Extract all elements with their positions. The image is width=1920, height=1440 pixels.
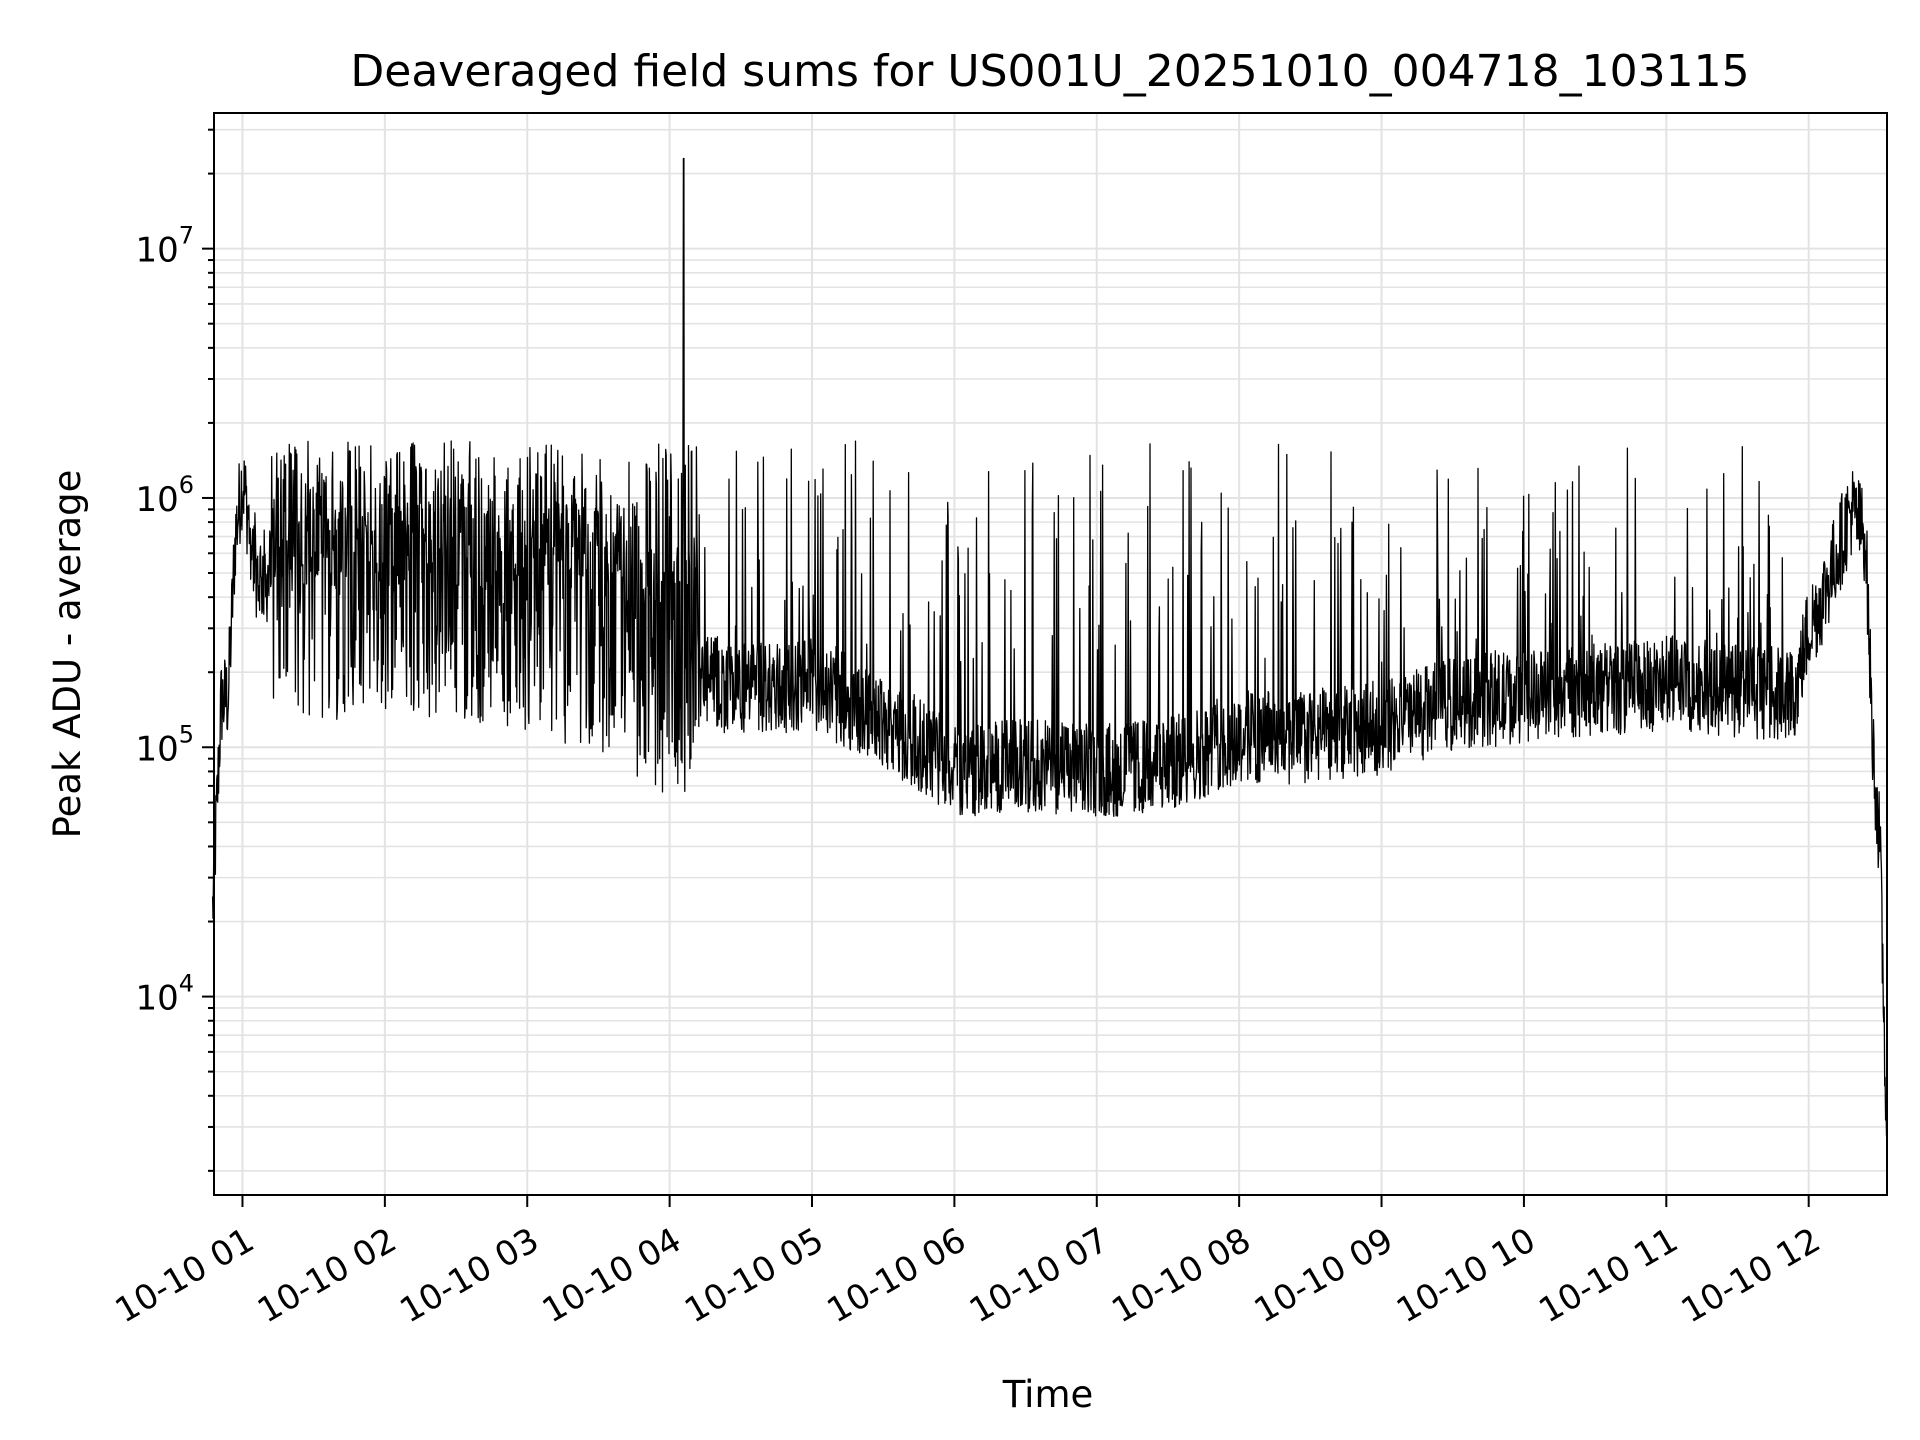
y-tick-label: 106	[135, 471, 194, 520]
y-tick-exponent: 7	[179, 222, 194, 250]
y-tick-exponent: 5	[179, 720, 194, 748]
y-tick-label: 104	[135, 970, 194, 1019]
y-tick-base: 10	[135, 729, 178, 769]
plot-frame	[213, 112, 1888, 1196]
y-tick-base: 10	[135, 480, 178, 520]
y-axis-label: Peak ADU - average	[46, 470, 89, 839]
y-tick-exponent: 6	[179, 471, 194, 499]
series-line	[211, 157, 1888, 1137]
series-layer	[211, 157, 1888, 1137]
x-axis-label: Time	[1002, 1373, 1094, 1416]
y-tick-label: 107	[135, 222, 194, 271]
y-tick-base: 10	[135, 979, 178, 1019]
y-tick-exponent: 4	[179, 970, 194, 998]
chart-title: Deaveraged field sums for US001U_2025101…	[350, 46, 1749, 97]
y-tick-label: 105	[135, 720, 194, 769]
y-tick-base: 10	[135, 231, 178, 271]
